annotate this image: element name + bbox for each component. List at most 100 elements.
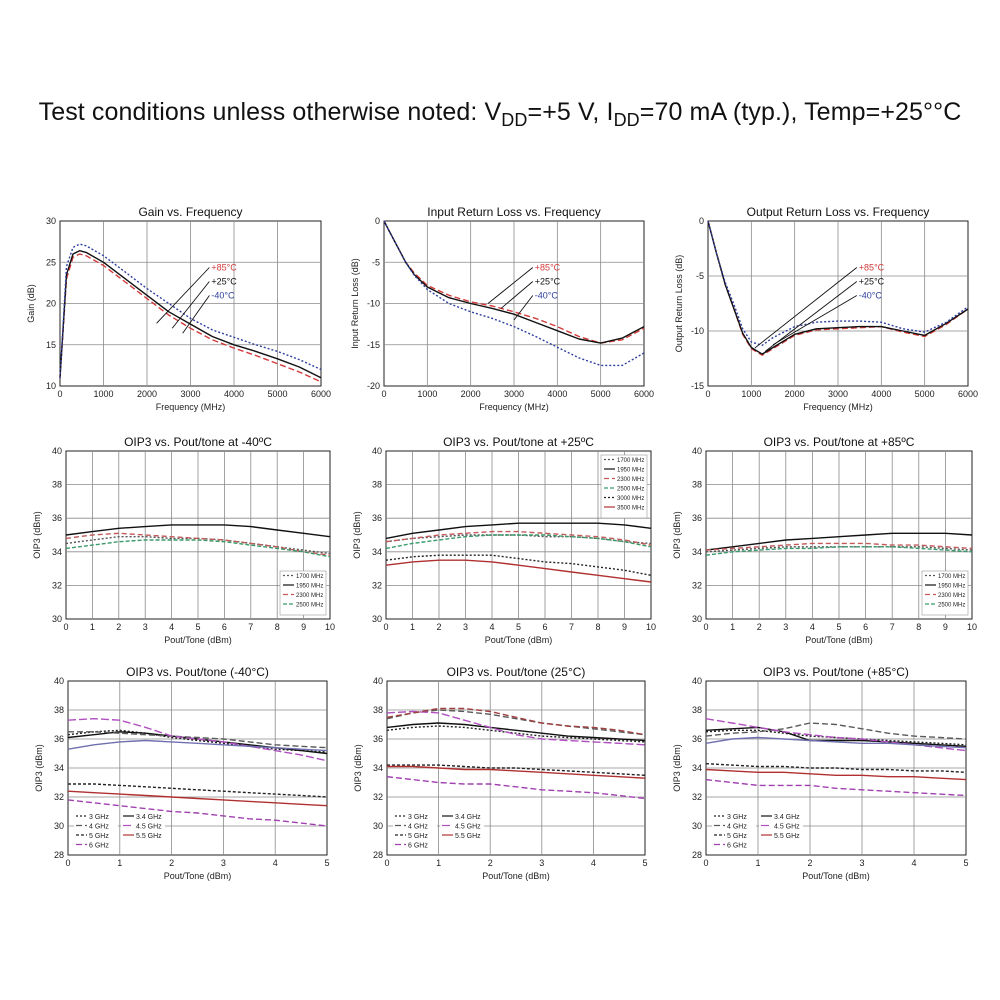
- y-tick-label: 34: [372, 547, 382, 557]
- legend-label: 5 GHz: [727, 833, 747, 840]
- legend-bg: [440, 820, 484, 831]
- legend-label: 6 GHz: [89, 843, 109, 850]
- legend-bg: [121, 820, 165, 831]
- x-axis-label: Frequency (MHz): [479, 402, 549, 412]
- legend: 1700 MHz 1950 MHz 2300 MHz 2500 MHz: [921, 570, 969, 616]
- chart-title: OIP3 vs. Pout/tone at -40ºC: [124, 435, 272, 449]
- series-line-2500-mhz: [65, 539, 331, 558]
- chart-title: Input Return Loss vs. Frequency: [427, 205, 600, 219]
- y-tick-label: -5: [372, 257, 380, 267]
- series-line-2300-mhz: [65, 532, 331, 556]
- y-tick-label: 30: [692, 614, 702, 624]
- legend-label: 1950 MHz: [617, 468, 644, 474]
- legend-label: 2300 MHz: [296, 593, 323, 599]
- legend: 3 GHz 3.4 GHz 4 GHz 4.5 GHz 5 GHz 5.5 GHz 6 GH…: [393, 811, 484, 850]
- y-tick-label: 30: [46, 216, 56, 226]
- legend-label: 6 GHz: [408, 843, 428, 850]
- legend-label: 3.4 GHz: [774, 814, 800, 821]
- y-tick-label: 38: [372, 480, 382, 490]
- x-tick-label: 3000: [504, 389, 524, 399]
- legend-label: 1700 MHz: [617, 458, 644, 464]
- x-tick-label: 4: [489, 622, 494, 632]
- series-line-1950-mhz: [705, 532, 973, 551]
- y-tick-label: 36: [372, 513, 382, 523]
- y-tick-label: 0: [375, 216, 380, 226]
- y-tick-label: 30: [372, 614, 382, 624]
- x-tick-label: 1: [410, 622, 415, 632]
- y-tick-label: 32: [54, 792, 64, 802]
- y-tick-label: 15: [46, 340, 56, 350]
- legend-label: 4 GHz: [89, 824, 109, 831]
- y-axis-label: OIP3 (dBm): [353, 744, 363, 792]
- y-tick-label: 20: [46, 299, 56, 309]
- legend-callout-line: [500, 281, 534, 309]
- legend-bg: [712, 839, 756, 850]
- y-tick-label: 0: [699, 216, 704, 226]
- y-tick-label: 40: [54, 676, 64, 686]
- series-group: [383, 220, 645, 367]
- legend-label: 2500 MHz: [938, 603, 965, 609]
- legend-bg: [393, 839, 437, 850]
- series-line-1950-mhz: [65, 524, 331, 538]
- x-tick-label: 4: [591, 858, 596, 868]
- y-tick-label: -15: [691, 381, 704, 391]
- x-tick-label: 9: [943, 622, 948, 632]
- x-tick-label: 1000: [741, 389, 761, 399]
- series-line-3000-mhz: [385, 554, 652, 576]
- y-tick-label: 36: [692, 513, 702, 523]
- series-group: [385, 522, 652, 583]
- legend-label: 1950 MHz: [938, 584, 965, 590]
- x-tick-label: 1: [117, 858, 122, 868]
- legend-label: 2300 MHz: [938, 593, 965, 599]
- x-tick-label: 5000: [267, 389, 287, 399]
- legend-box: [279, 570, 327, 616]
- series-line-2300-mhz: [705, 542, 973, 551]
- y-tick-label: -10: [691, 326, 704, 336]
- series-line-unlabeled-7: [386, 707, 646, 736]
- legend-bg: [393, 820, 437, 831]
- chart-gain: 0 1000 2000 3000 4000 5000 6000 10 15 20 25 30 Gain …: [26, 205, 331, 412]
- series-line-2300-mhz: [385, 530, 652, 546]
- y-tick-label: 40: [373, 676, 383, 686]
- x-tick-label: 3000: [828, 389, 848, 399]
- series-line-3-ghz: [67, 729, 328, 753]
- y-axis-label: Output Return Loss (dB): [674, 255, 684, 353]
- legend-label: +25°C: [859, 277, 885, 287]
- x-tick-label: 4: [911, 858, 916, 868]
- y-tick-label: 38: [54, 705, 64, 715]
- series-line-4-ghz: [705, 722, 967, 740]
- legend-bg: [121, 811, 165, 821]
- legend-bg: [74, 811, 118, 821]
- x-tick-label: 8: [595, 622, 600, 632]
- legend: 3 GHz 3.4 GHz 4 GHz 4.5 GHz 5 GHz 5.5 GHz 6 GH…: [712, 811, 803, 850]
- y-tick-label: 32: [692, 792, 702, 802]
- series-line-3-ghz: [705, 729, 967, 746]
- x-tick-label: 6000: [634, 389, 654, 399]
- heading-part-1: Test conditions unless otherwise noted: …: [38, 98, 502, 126]
- x-tick-label: 3: [859, 858, 864, 868]
- y-tick-label: 10: [46, 381, 56, 391]
- y-tick-label: 40: [692, 676, 702, 686]
- x-tick-label: 1: [436, 858, 441, 868]
- legend-bg: [440, 830, 484, 840]
- x-tick-label: 8: [275, 622, 280, 632]
- legend-label: 4.5 GHz: [455, 824, 481, 831]
- x-tick-label: 4: [273, 858, 278, 868]
- series-line--40-c: [383, 220, 645, 367]
- series-line-1950-mhz: [385, 522, 652, 540]
- x-tick-label: 10: [967, 622, 977, 632]
- y-axis-label: OIP3 (dBm): [352, 511, 362, 559]
- x-tick-label: 2: [807, 858, 812, 868]
- x-tick-label: 2: [116, 622, 121, 632]
- y-tick-label: -5: [696, 271, 704, 281]
- legend-label: 3.4 GHz: [455, 814, 481, 821]
- heading-subscript-1: DD: [501, 110, 528, 130]
- x-tick-label: 3: [221, 858, 226, 868]
- x-tick-label: 5: [642, 858, 647, 868]
- series-line-5-ghz: [68, 783, 328, 798]
- y-tick-label: 28: [692, 850, 702, 860]
- y-tick-label: 34: [692, 547, 702, 557]
